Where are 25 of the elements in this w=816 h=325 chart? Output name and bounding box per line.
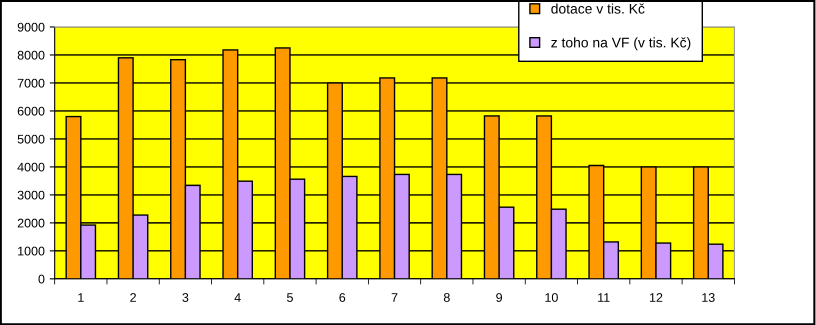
- x-tick-label: 10: [545, 293, 558, 302]
- y-tick-label: 8000: [18, 50, 44, 60]
- legend-label: z toho na VF (v tis. Kč): [551, 37, 690, 50]
- x-tick-label: 1: [78, 293, 84, 302]
- y-tick-label: 9000: [18, 22, 44, 32]
- y-tick-label: 3000: [18, 190, 44, 200]
- x-tick-label: 6: [339, 293, 346, 302]
- x-tick-label: 9: [496, 293, 502, 302]
- x-tick-label: 7: [392, 293, 398, 302]
- y-tick-label: 5000: [18, 134, 44, 144]
- x-tick-label: 11: [598, 293, 610, 302]
- x-tick-label: 3: [182, 293, 188, 302]
- legend-label: dotace v tis. Kč: [551, 3, 645, 14]
- x-tick-label: 13: [702, 293, 715, 302]
- y-tick-label: 6000: [18, 106, 44, 116]
- y-tick-label: 0: [38, 274, 44, 284]
- y-tick-label: 1000: [18, 246, 44, 256]
- x-tick-label: 2: [130, 293, 136, 302]
- y-tick-label: 2000: [18, 218, 44, 228]
- x-tick-label: 8: [444, 293, 450, 302]
- y-tick-label: 4000: [17, 162, 44, 172]
- x-tick-label: 4: [234, 293, 241, 302]
- x-tick-label: 12: [650, 293, 662, 302]
- y-tick-label: 7000: [18, 78, 44, 88]
- x-tick-label: 5: [286, 293, 293, 302]
